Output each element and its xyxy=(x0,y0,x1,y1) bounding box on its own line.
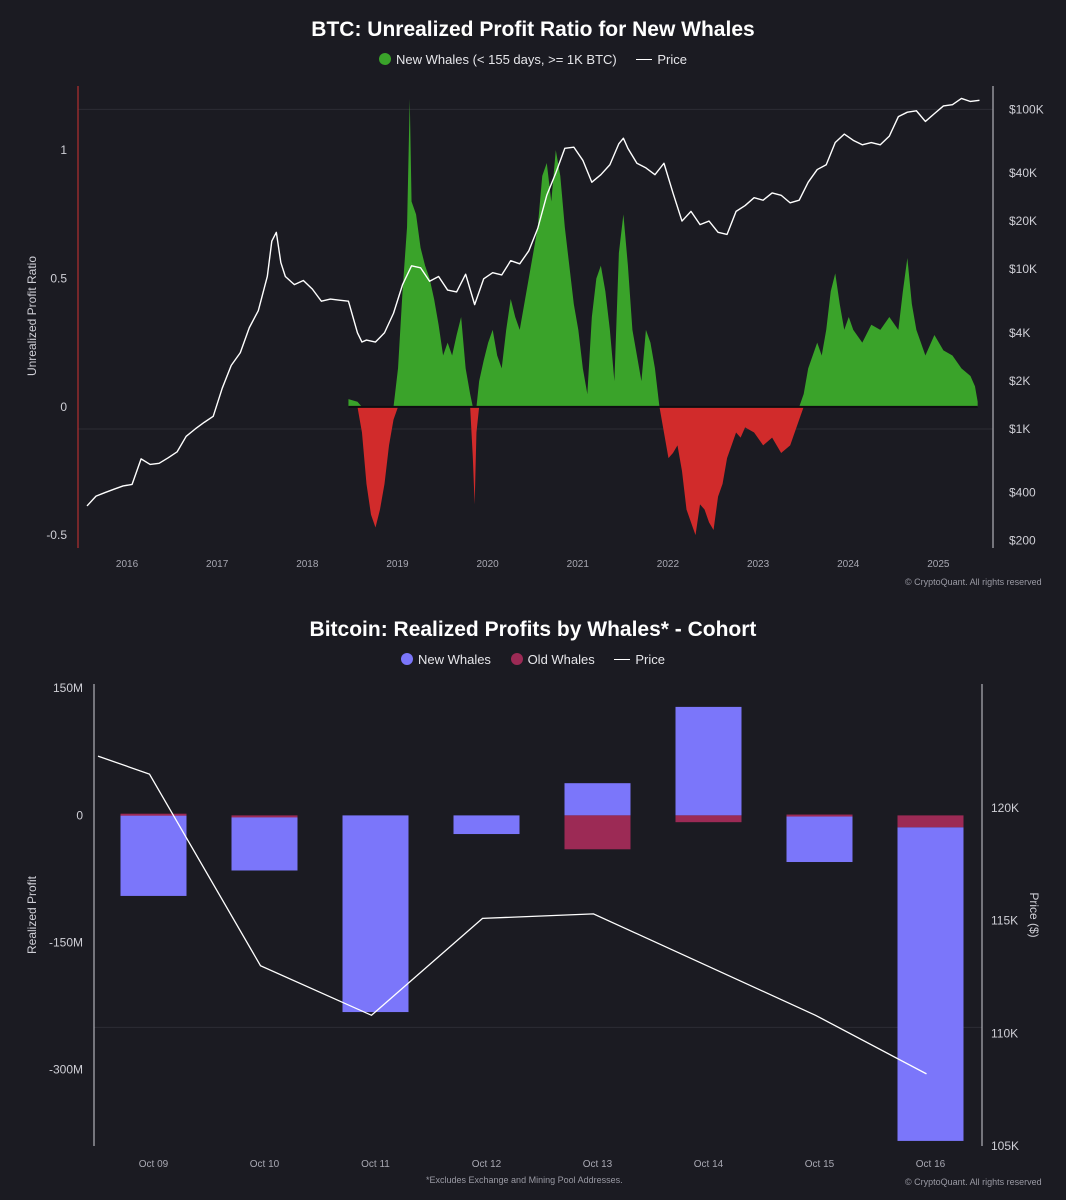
legend-swatch-icon xyxy=(510,653,523,665)
y-tick-label: -150M xyxy=(49,936,83,950)
realized-profit-chart-panel: Bitcoin: Realized Profits by Whales* - C… xyxy=(0,600,1066,1200)
x-tick-label: Oct 12 xyxy=(472,1159,502,1170)
x-tick-label: Oct 11 xyxy=(361,1159,390,1170)
legend-label: Price xyxy=(635,652,666,667)
price-line xyxy=(97,755,927,1075)
legend-label: Old Whales xyxy=(527,652,595,667)
y2-axis-label: Price ($) xyxy=(1027,892,1041,937)
chart-2-legend: New Whales Old Whales Price xyxy=(0,652,1066,667)
old-whales-bar xyxy=(120,813,187,816)
x-tick-label: Oct 15 xyxy=(805,1159,835,1170)
old-whales-bar xyxy=(897,815,964,828)
x-tick-label: 2020 xyxy=(476,559,499,570)
y2-tick-label: 120K xyxy=(991,801,1019,815)
y2-tick-label: $40K xyxy=(1009,166,1037,180)
chart-1-title: BTC: Unrealized Profit Ratio for New Wha… xyxy=(311,18,755,41)
y-tick-label: 0 xyxy=(60,400,67,414)
legend-price[interactable]: Price xyxy=(636,52,687,67)
y2-tick-label: 110K xyxy=(991,1026,1018,1040)
legend-label: Price xyxy=(657,52,687,67)
legend-swatch-icon xyxy=(400,653,413,665)
y-axis-label: Realized Profit xyxy=(25,875,39,954)
y2-tick-label: $100K xyxy=(1009,102,1044,116)
chart-2-footnote: *Excludes Exchange and Mining Pool Addre… xyxy=(426,1175,623,1185)
legend-label: New Whales xyxy=(417,652,491,667)
y-tick-label: 0.5 xyxy=(50,272,67,286)
y2-tick-label: $20K xyxy=(1009,214,1037,228)
legend-line-icon xyxy=(636,59,653,60)
legend-old-whales[interactable]: Old Whales xyxy=(510,652,595,667)
y2-tick-label: $4K xyxy=(1009,326,1030,340)
legend-label: New Whales (< 155 days, >= 1K BTC) xyxy=(396,52,617,67)
y2-tick-label: $200 xyxy=(1009,534,1036,548)
chart-2-plot: 150M 0 -150M -300M 120K 115K 110K 105K Oct 09 Oct… xyxy=(25,681,1041,1170)
y2-tick-label: $2K xyxy=(1009,374,1030,388)
y2-tick-label: 115K xyxy=(991,914,1018,928)
y-tick-label: 150M xyxy=(53,681,83,695)
price-line xyxy=(86,97,980,507)
y2-tick-label: $10K xyxy=(1009,262,1037,276)
y-tick-label: -300M xyxy=(49,1063,83,1077)
x-tick-label: 2024 xyxy=(837,559,860,570)
legend-line-icon xyxy=(614,659,631,660)
legend-new-whales[interactable]: New Whales xyxy=(400,652,491,667)
y-axis-label: Unrealized Profit Ratio xyxy=(25,256,39,376)
chart-2-copyright: © CryptoQuant. All rights reserved xyxy=(905,1177,1042,1187)
x-tick-label: Oct 16 xyxy=(916,1159,946,1170)
x-tick-label: 2025 xyxy=(927,559,950,570)
new-whales-bar xyxy=(675,706,742,816)
new-whales-bar xyxy=(786,815,853,863)
new-whales-bar xyxy=(453,815,520,835)
x-tick-label: 2017 xyxy=(206,559,229,570)
new-whales-positive-area xyxy=(348,98,978,407)
y2-tick-label: $1K xyxy=(1009,422,1030,436)
x-tick-label: 2022 xyxy=(657,559,680,570)
x-tick-label: Oct 14 xyxy=(694,1159,724,1170)
y2-tick-label: 105K xyxy=(991,1139,1019,1153)
x-tick-label: Oct 13 xyxy=(583,1159,613,1170)
new-whales-bar xyxy=(342,815,409,1013)
new-whales-negative-area xyxy=(348,406,978,536)
chart-1-legend: New Whales (< 155 days, >= 1K BTC) Price xyxy=(0,52,1066,67)
chart-2-title: Bitcoin: Realized Profits by Whales* - C… xyxy=(309,618,757,641)
unrealized-profit-chart-panel: BTC: Unrealized Profit Ratio for New Wha… xyxy=(0,18,1066,587)
new-whales-bar xyxy=(120,815,187,896)
old-whales-bar xyxy=(786,814,853,817)
y-tick-label: -0.5 xyxy=(46,528,67,542)
x-tick-label: 2023 xyxy=(747,559,770,570)
x-tick-label: 2019 xyxy=(386,559,409,570)
y-tick-label: 0 xyxy=(76,808,83,822)
x-tick-label: 2021 xyxy=(567,559,590,570)
new-whales-bar xyxy=(564,783,631,816)
chart-1-plot: 1 0.5 0 -0.5 $100K $40K $20K $10K $4K $2K $1K $400 $… xyxy=(25,86,1044,570)
x-tick-label: Oct 10 xyxy=(250,1159,280,1170)
x-tick-label: 2016 xyxy=(116,559,139,570)
legend-swatch-icon xyxy=(379,53,391,65)
x-tick-label: Oct 09 xyxy=(139,1159,169,1170)
old-whales-bar xyxy=(675,815,742,823)
legend-new-whales[interactable]: New Whales (< 155 days, >= 1K BTC) xyxy=(379,52,617,67)
y-tick-label: 1 xyxy=(60,143,67,157)
y2-tick-label: $400 xyxy=(1009,486,1036,500)
old-whales-bar xyxy=(231,815,298,818)
new-whales-bar xyxy=(231,817,298,871)
chart-1-copyright: © CryptoQuant. All rights reserved xyxy=(905,577,1042,587)
legend-price[interactable]: Price xyxy=(614,652,665,667)
new-whales-bar xyxy=(897,827,964,1141)
old-whales-bar xyxy=(564,815,631,850)
x-tick-label: 2018 xyxy=(296,559,319,570)
